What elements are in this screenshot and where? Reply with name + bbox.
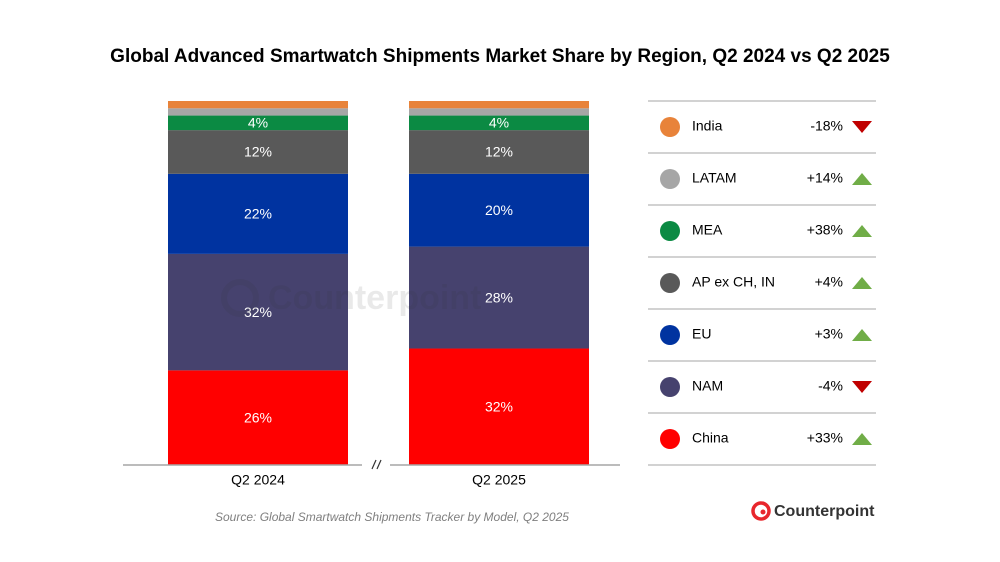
watermark-text: Counterpoint (268, 279, 481, 317)
arrow-up (852, 173, 872, 185)
axis-break (376, 459, 382, 470)
legend-marker (660, 429, 680, 449)
legend-change: -4% (818, 378, 843, 394)
legend-marker (660, 377, 680, 397)
arrow-up (852, 277, 872, 289)
arrow-up (852, 329, 872, 341)
legend-label: LATAM (692, 170, 737, 186)
bar-segment (409, 108, 589, 116)
data-label: 20% (485, 202, 513, 218)
legend-change: +3% (815, 326, 843, 342)
legend-label: India (692, 118, 723, 134)
data-label: 32% (485, 398, 513, 414)
legend-marker (660, 117, 680, 137)
bar-segment (168, 253, 348, 371)
legend-change: +38% (807, 222, 843, 238)
data-label: 26% (244, 409, 272, 425)
bar-segment (168, 370, 348, 465)
legend-marker (660, 221, 680, 241)
x-tick-label: Q2 2025 (472, 472, 526, 488)
data-label: 12% (485, 144, 513, 160)
bar-segment (409, 173, 589, 247)
data-label: 22% (244, 206, 272, 222)
logo: Counterpoint (751, 501, 875, 521)
bar-segment (168, 173, 348, 254)
legend-marker (660, 273, 680, 293)
arrow-down (852, 381, 872, 393)
bar-segment (409, 246, 589, 349)
bar-segment (168, 108, 348, 116)
legend-label: NAM (692, 378, 723, 394)
logo-text: Counterpoint (774, 503, 875, 520)
data-label: 32% (244, 304, 272, 320)
legend-change: -18% (810, 118, 843, 134)
arrow-down (852, 121, 872, 133)
data-label: 4% (489, 115, 509, 131)
legend-label: AP ex CH, IN (692, 274, 775, 290)
arrow-up (852, 225, 872, 237)
bar-segment (409, 101, 589, 109)
bars: Q2 2024 26% 32% 22% 12% 4% Q2 2025 32% 28% 20% 12%… (168, 101, 589, 488)
legend-change: +4% (815, 274, 843, 290)
bar-segment (168, 115, 348, 131)
bar-segment (409, 130, 589, 174)
data-label: 28% (485, 289, 513, 305)
x-tick-label: Q2 2024 (231, 472, 285, 488)
arrow-up (852, 433, 872, 445)
bar-segment (409, 115, 589, 131)
bar-segment (168, 130, 348, 174)
legend-change: +33% (807, 430, 843, 446)
source-note: Source: Global Smartwatch Shipments Trac… (215, 510, 569, 524)
watermark-icon (221, 279, 259, 317)
legend-marker (660, 325, 680, 345)
bar-segment (409, 348, 589, 465)
legend-label: MEA (692, 222, 723, 238)
legend: India -18% LATAM +14% MEA +38% AP ex CH, IN +4%… (648, 100, 876, 466)
data-label: 4% (248, 115, 268, 131)
axis-break (371, 459, 377, 470)
legend-label: EU (692, 326, 711, 342)
legend-label: China (692, 430, 729, 446)
logo-icon (760, 509, 766, 515)
watermark: Counterpoint (221, 279, 481, 317)
legend-marker (660, 169, 680, 189)
bar-segment (168, 101, 348, 109)
chart-title: Global Advanced Smartwatch Shipments Mar… (110, 46, 890, 67)
data-label: 12% (244, 144, 272, 160)
logo-icon (751, 501, 771, 521)
legend-change: +14% (807, 170, 843, 186)
